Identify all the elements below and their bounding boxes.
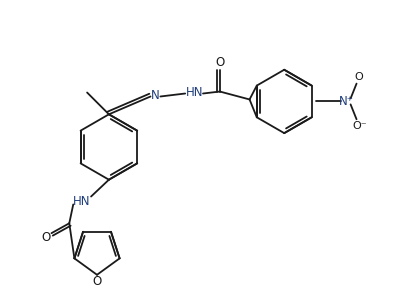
Text: O: O bbox=[92, 275, 102, 288]
Text: N⁺: N⁺ bbox=[339, 95, 354, 108]
Text: HN: HN bbox=[72, 195, 90, 208]
Text: N: N bbox=[151, 89, 160, 102]
Text: HN: HN bbox=[186, 86, 204, 99]
Text: O: O bbox=[354, 72, 363, 82]
Text: O⁻: O⁻ bbox=[352, 121, 367, 131]
Text: O: O bbox=[215, 56, 225, 69]
Text: O: O bbox=[41, 231, 50, 244]
